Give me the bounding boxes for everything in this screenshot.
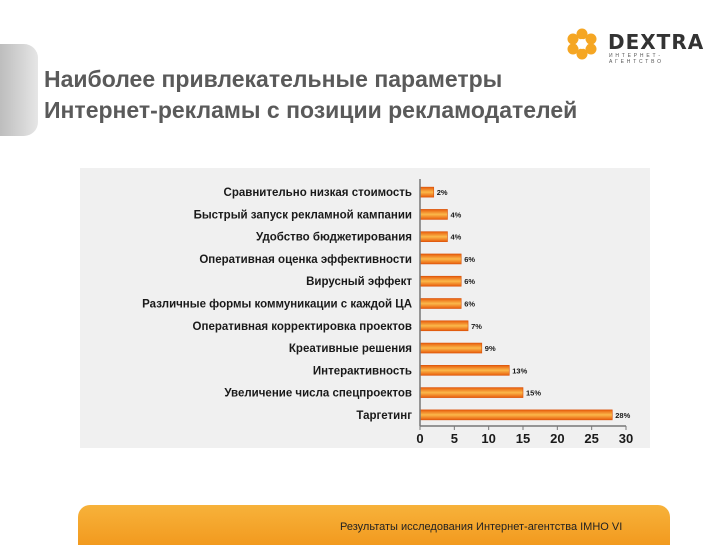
bar (419, 342, 483, 354)
category-label: Креативные решения (289, 343, 412, 355)
bar (419, 209, 448, 220)
category-label: Удобство бюджетирования (256, 232, 412, 244)
category-label: Интерактивность (313, 365, 412, 377)
value-label: 2% (437, 188, 448, 197)
flower-logo-icon (567, 28, 597, 60)
bar (419, 409, 613, 421)
value-label: 6% (464, 300, 475, 309)
value-label: 13% (512, 366, 527, 375)
bar (419, 298, 462, 309)
category-label: Вирусный эффект (306, 276, 412, 288)
category-label: Таргетинг (356, 410, 412, 422)
value-label: 28% (615, 411, 630, 420)
category-label: Сравнительно низкая стоимость (224, 187, 412, 199)
x-tick-label: 25 (584, 431, 598, 446)
footer-bar (78, 505, 670, 545)
value-label: 7% (471, 322, 482, 331)
title-line-1: Наиболее привлекательные параметры (44, 66, 503, 92)
x-tick-label: 30 (619, 431, 633, 446)
x-tick-label: 10 (481, 431, 495, 446)
logo-name: DEXTRA (608, 30, 705, 54)
side-tab-decoration (0, 44, 38, 136)
bar (419, 275, 462, 287)
bar (419, 320, 469, 332)
bar (419, 253, 462, 265)
value-label: 6% (464, 255, 475, 264)
dextra-logo: DEXTRA Интернет-агентство (560, 26, 710, 65)
bar (419, 387, 524, 398)
x-tick-label: 0 (416, 431, 423, 446)
value-label: 15% (526, 389, 541, 398)
logo-subtitle: Интернет-агентство (609, 53, 664, 65)
page-title: Наиболее привлекательные параметры Интер… (44, 64, 704, 126)
chart-panel (80, 168, 650, 448)
bar (419, 365, 510, 376)
category-label: Быстрый запуск рекламной кампании (194, 209, 412, 221)
value-label: 6% (464, 277, 475, 286)
value-label: 4% (450, 210, 461, 219)
x-tick-label: 5 (451, 431, 458, 446)
bar (419, 231, 448, 242)
category-label: Увеличение числа спецпроектов (224, 388, 412, 400)
bar (419, 186, 435, 198)
category-label: Различные формы коммуникации с каждой ЦА (142, 299, 412, 311)
x-tick-label: 20 (550, 431, 564, 446)
x-tick-label: 15 (516, 431, 530, 446)
category-label: Оперативная корректировка проектов (193, 321, 412, 333)
value-label: 4% (450, 233, 461, 242)
source-caption: Результаты исследования Интернет-агентст… (340, 521, 623, 533)
category-label: Оперативная оценка эффективности (199, 254, 412, 266)
title-line-2: Интернет-рекламы с позиции рекламодателе… (44, 97, 578, 123)
value-label: 9% (485, 344, 496, 353)
